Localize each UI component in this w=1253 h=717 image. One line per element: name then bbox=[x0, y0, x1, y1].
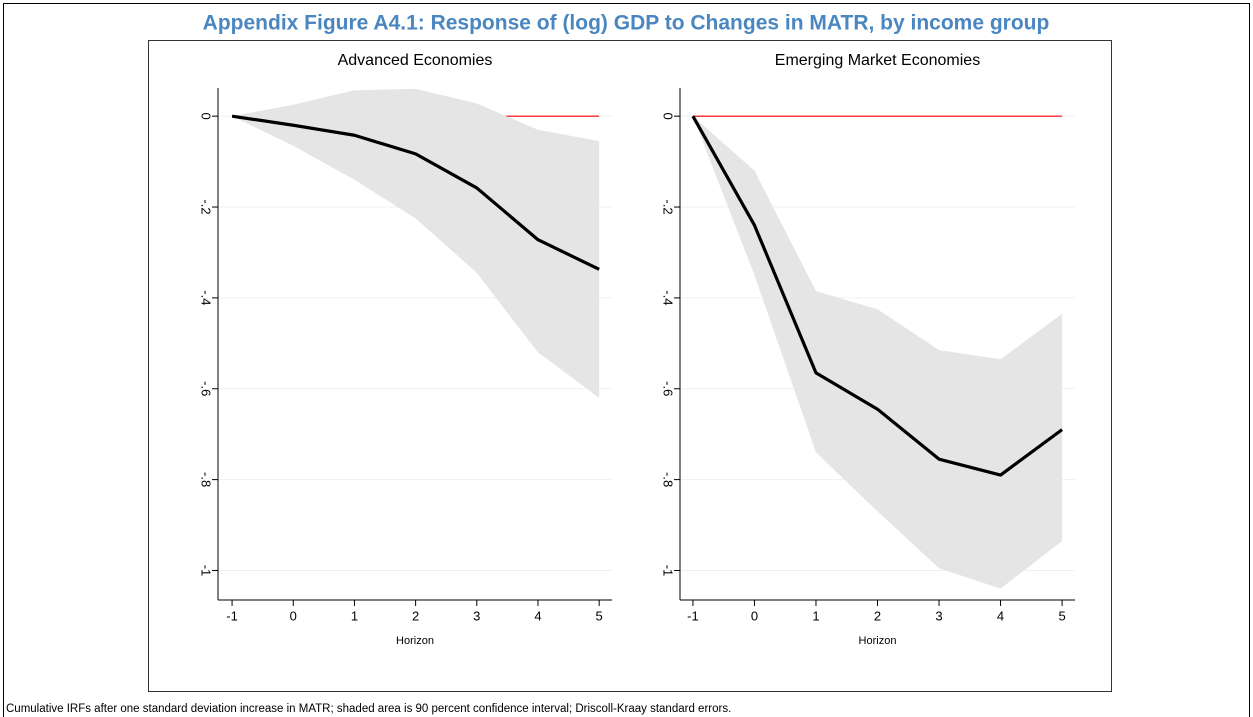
outer-border bbox=[3, 3, 1250, 717]
x-tick-label: 4 bbox=[997, 608, 1004, 623]
y-tick-label: -.8 bbox=[661, 472, 676, 487]
y-tick-label: -1 bbox=[661, 565, 676, 577]
x-tick-label: 0 bbox=[751, 608, 758, 623]
x-tick-label: 4 bbox=[534, 608, 541, 623]
y-tick-label: -.4 bbox=[199, 290, 214, 305]
y-tick-label: -1 bbox=[199, 565, 214, 577]
x-tick-label: 2 bbox=[412, 608, 419, 623]
y-tick-label: 0 bbox=[199, 113, 214, 120]
x-tick-label: -1 bbox=[226, 608, 238, 623]
figure-frame bbox=[148, 40, 1112, 692]
y-tick-label: -.6 bbox=[199, 381, 214, 396]
x-tick-label: 0 bbox=[290, 608, 297, 623]
irf-line bbox=[231, 114, 600, 271]
x-tick-label: 5 bbox=[1058, 608, 1065, 623]
confidence-band bbox=[232, 88, 600, 398]
y-tick-label: -.6 bbox=[661, 381, 676, 396]
x-axis-label: Horizon bbox=[859, 635, 897, 647]
x-tick-label: 2 bbox=[874, 608, 881, 623]
y-tick-label: 0 bbox=[661, 113, 676, 120]
irf-line bbox=[691, 115, 1064, 477]
y-tick-label: -.4 bbox=[661, 290, 676, 305]
x-tick-label: 3 bbox=[473, 608, 480, 623]
y-tick-label: -.2 bbox=[199, 199, 214, 214]
figure-title: Appendix Figure A4.1: Response of (log) … bbox=[203, 12, 1050, 35]
confidence-band bbox=[692, 116, 1063, 589]
x-tick-label: 1 bbox=[812, 608, 819, 623]
y-tick-label: -.8 bbox=[199, 472, 214, 487]
x-tick-label: 5 bbox=[596, 608, 603, 623]
x-tick-label: -1 bbox=[687, 608, 699, 623]
x-axis-label: Horizon bbox=[396, 635, 434, 647]
panel-title: Emerging Market Economies bbox=[775, 52, 980, 69]
panel-title: Advanced Economies bbox=[338, 52, 493, 69]
y-tick-label: -.2 bbox=[661, 199, 676, 214]
x-tick-label: 3 bbox=[935, 608, 942, 623]
x-tick-label: 1 bbox=[351, 608, 358, 623]
caption: Cumulative IRFs after one standard devia… bbox=[6, 703, 731, 715]
